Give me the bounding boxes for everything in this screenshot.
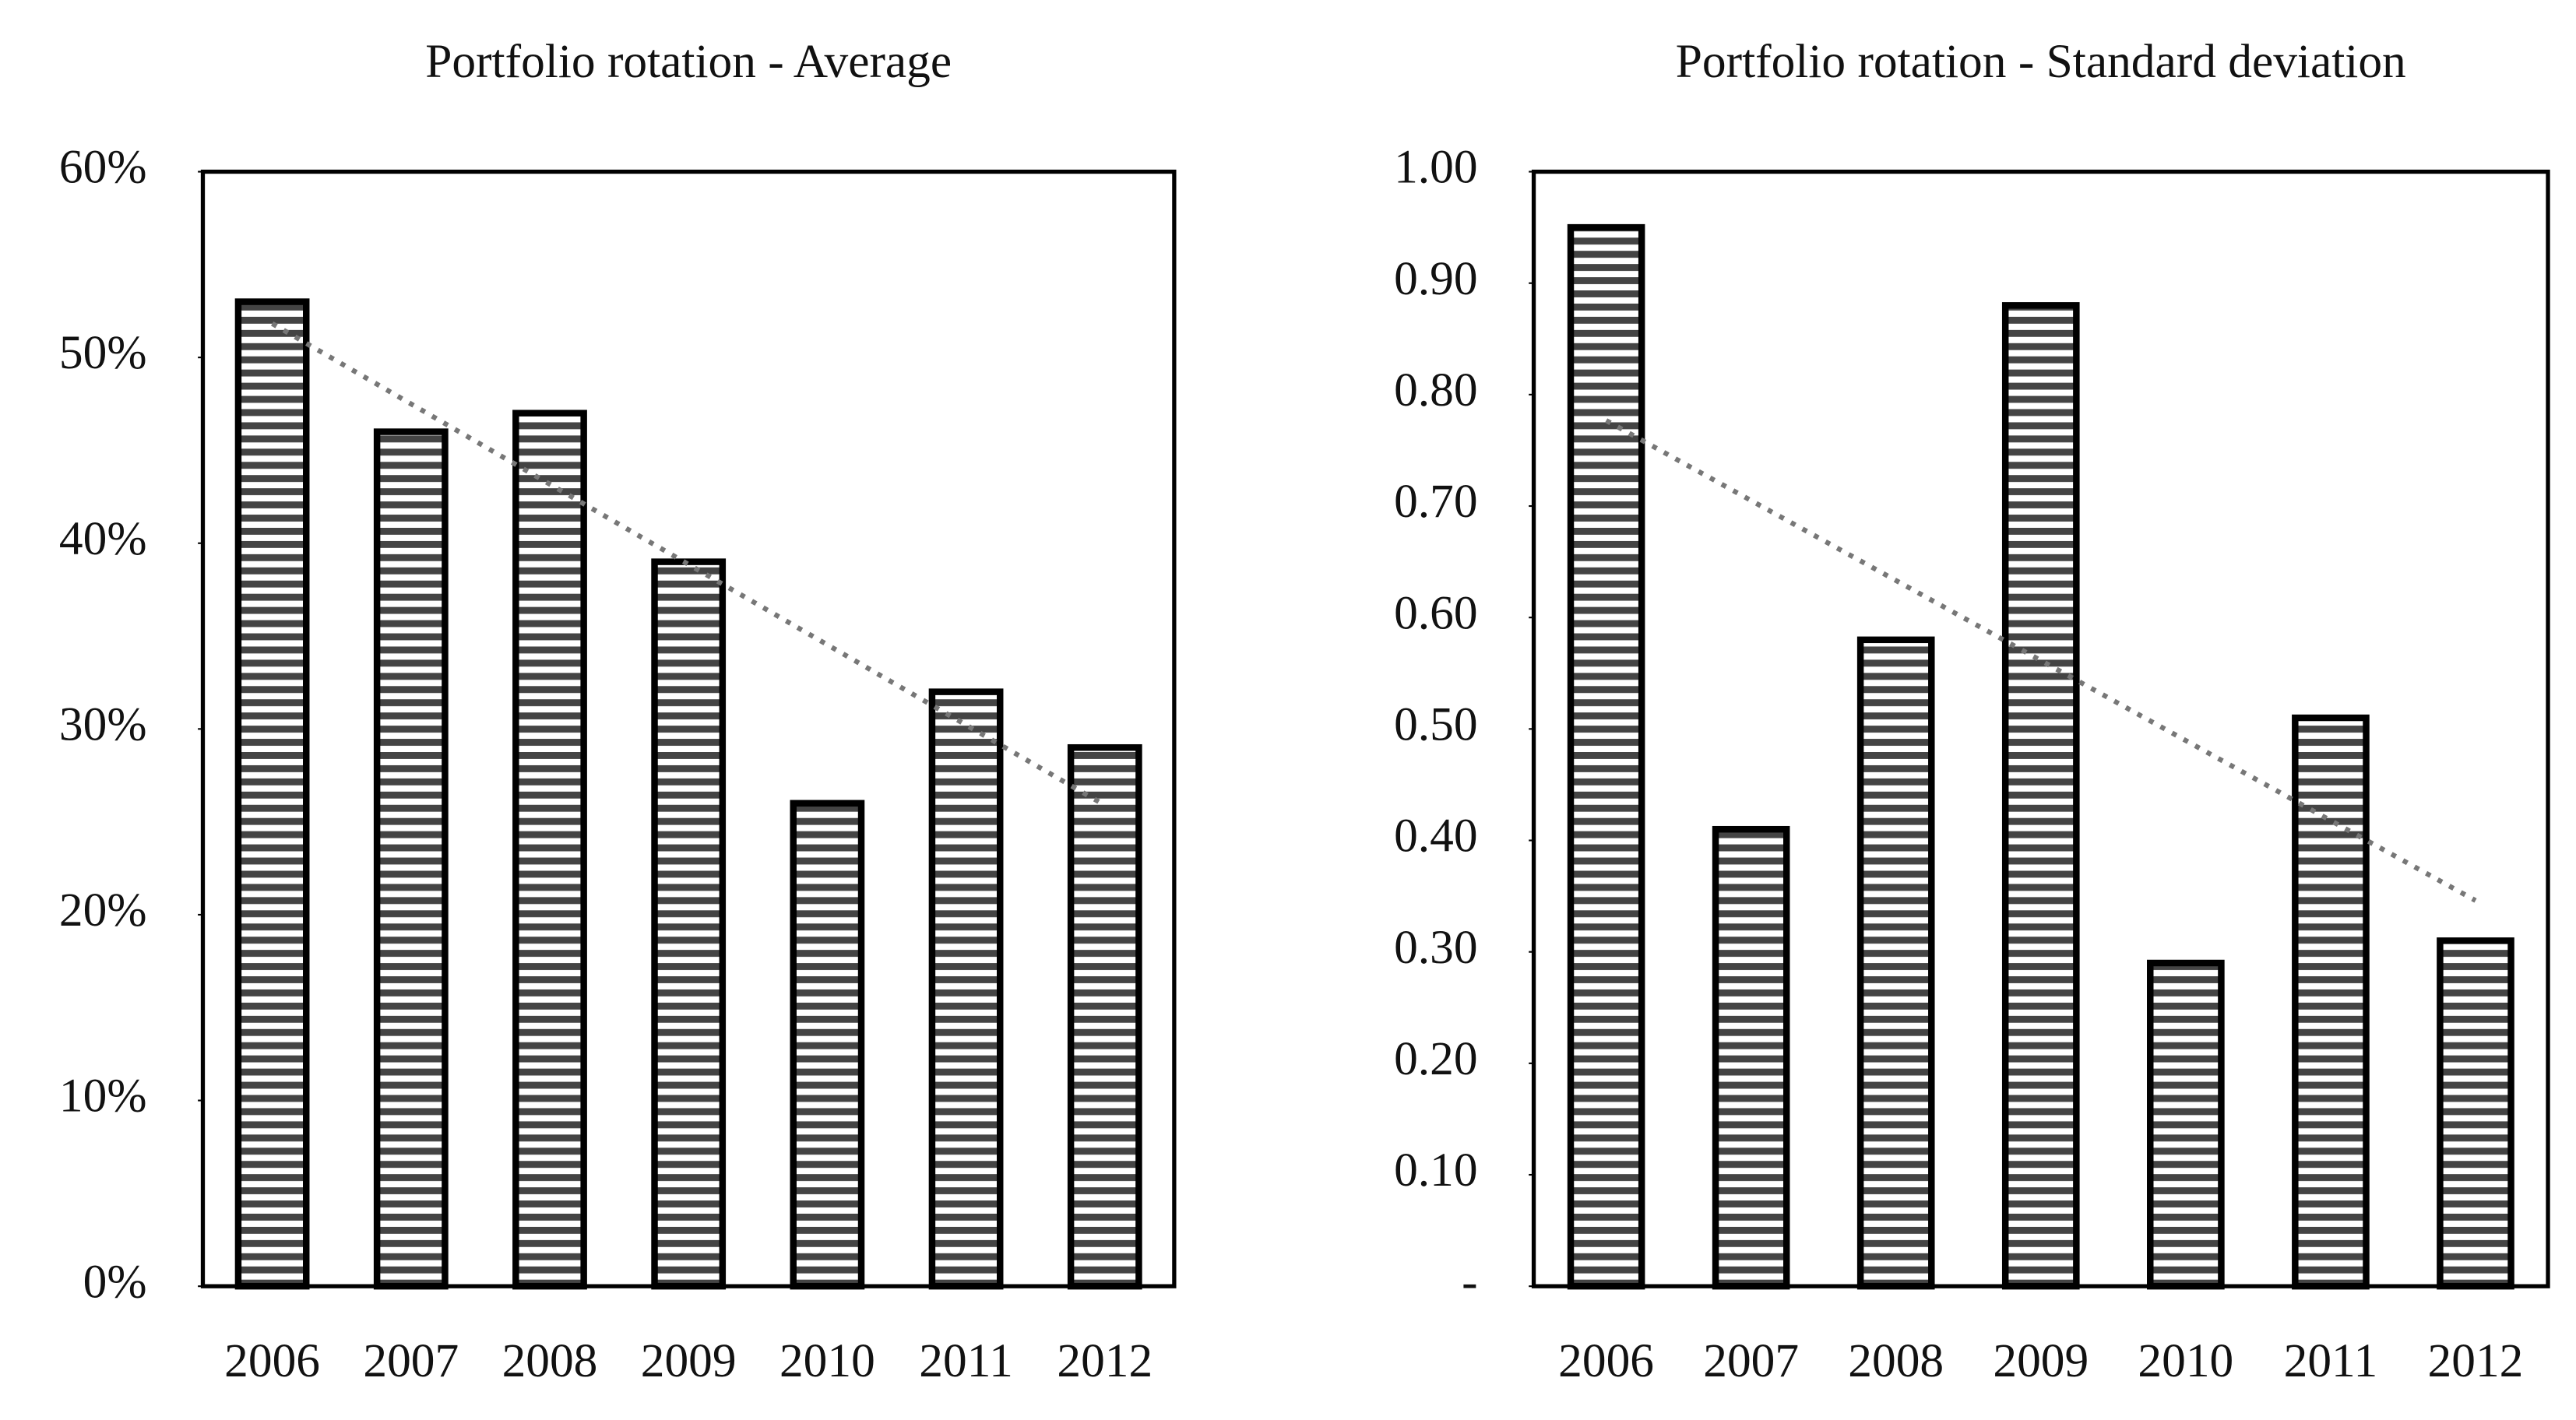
y-tick-label: 40% xyxy=(59,512,147,565)
plot-frame xyxy=(1531,169,2550,1288)
plot-frame xyxy=(200,169,1177,1288)
x-tick-label: 2009 xyxy=(641,1334,737,1387)
x-tick-label: 2007 xyxy=(363,1334,459,1387)
chart-title: Portfolio rotation - Average xyxy=(425,35,952,88)
bar xyxy=(2437,937,2514,1290)
y-tick-label: 0.10 xyxy=(1394,1144,1477,1197)
y-tick-label: 30% xyxy=(59,698,147,750)
bar xyxy=(1712,825,1790,1290)
x-tick-label: 2011 xyxy=(919,1334,1013,1387)
bar xyxy=(2001,302,2080,1290)
bar xyxy=(1567,223,1645,1290)
y-tick-label: - xyxy=(1462,1255,1477,1308)
y-tick-label: 0.20 xyxy=(1394,1032,1477,1085)
y-tick-label: 0.60 xyxy=(1394,586,1477,639)
y-tick-label: 0.50 xyxy=(1394,698,1477,750)
x-tick-label: 2010 xyxy=(779,1334,875,1387)
x-tick-label: 2008 xyxy=(1848,1334,1944,1387)
x-tick-label: 2011 xyxy=(2284,1334,2378,1387)
y-tick-label: 0.40 xyxy=(1394,810,1477,863)
bar xyxy=(373,428,449,1290)
y-tick-label: 0% xyxy=(83,1255,147,1308)
y-tick-label: 0.90 xyxy=(1394,252,1477,305)
x-tick-label: 2007 xyxy=(1703,1334,1799,1387)
x-tick-label: 2012 xyxy=(1057,1334,1153,1387)
x-tick-label: 2010 xyxy=(2138,1334,2233,1387)
x-tick-label: 2012 xyxy=(2428,1334,2524,1387)
bar xyxy=(790,800,865,1290)
bar xyxy=(2292,714,2370,1290)
y-tick-label: 50% xyxy=(59,326,147,379)
x-tick-label: 2009 xyxy=(1993,1334,2089,1387)
x-tick-label: 2008 xyxy=(502,1334,598,1387)
bar xyxy=(928,688,1004,1290)
bar xyxy=(1067,743,1142,1290)
y-tick-label: 0.30 xyxy=(1394,921,1477,974)
bar xyxy=(2147,959,2225,1290)
y-tick-label: 0.80 xyxy=(1394,364,1477,417)
y-tick-label: 1.00 xyxy=(1394,141,1477,194)
bar xyxy=(234,298,310,1290)
x-tick-label: 2006 xyxy=(1558,1334,1654,1387)
bar xyxy=(512,409,587,1290)
y-tick-label: 20% xyxy=(59,884,147,937)
trendline xyxy=(270,321,1107,808)
y-tick-label: 10% xyxy=(59,1070,147,1123)
chart-title: Portfolio rotation - Standard deviation xyxy=(1676,35,2406,88)
x-tick-label: 2006 xyxy=(224,1334,320,1387)
y-tick-label: 60% xyxy=(59,141,147,194)
bar xyxy=(651,558,727,1290)
bar xyxy=(1856,636,1935,1290)
y-tick-label: 0.70 xyxy=(1394,475,1477,528)
